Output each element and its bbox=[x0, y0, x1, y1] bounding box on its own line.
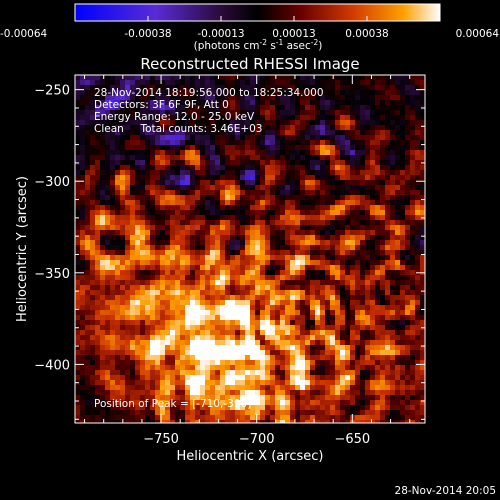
footer-timestamp: 28-Nov-2014 20:05 bbox=[395, 485, 496, 497]
colorbar-tick-label: 0.00013 bbox=[272, 28, 315, 40]
colorbar-tick-label: -0.00064 bbox=[0, 28, 48, 40]
x-axis-tick-labels: −750 −700 −650 bbox=[143, 432, 370, 447]
colorbar-tick-label: 0.00038 bbox=[345, 28, 388, 40]
heatmap-image bbox=[75, 75, 425, 423]
y-axis-label: Heliocentric Y (arcsec) bbox=[15, 176, 30, 322]
info-text-block: 28-Nov-2014 18:19:56.000 to 18:25:34.000… bbox=[94, 87, 324, 135]
y-tick-label: −400 bbox=[34, 358, 70, 373]
colorbar bbox=[75, 4, 440, 21]
plot-frame bbox=[74, 74, 426, 424]
x-tick-label: −650 bbox=[334, 432, 370, 447]
colorbar-tick-labels: -0.00064 -0.00038 -0.00013 0.00013 0.00038 0.… bbox=[0, 28, 499, 40]
colorbar-tick-label: -0.00013 bbox=[197, 28, 244, 40]
y-axis-tick-labels: −250 −300 −350 −400 bbox=[34, 84, 70, 374]
colorbar-ticks bbox=[74, 16, 441, 21]
x-tick-label: −700 bbox=[239, 432, 275, 447]
chart-title: Reconstructed RHESSI Image bbox=[140, 55, 359, 73]
colorbar-tick-label: 0.00064 bbox=[456, 28, 500, 40]
colorbar-tick-label: -0.00038 bbox=[124, 28, 171, 40]
colorbar-unit-label: (photons cm-2 s-1 asec-2) bbox=[194, 38, 323, 52]
y-tick-label: −300 bbox=[34, 175, 70, 190]
x-axis-ticks bbox=[84, 75, 411, 423]
info-time-range: 28-Nov-2014 18:19:56.000 to 18:25:34.000 bbox=[94, 87, 324, 99]
info-clean-counts: Clean Total counts: 3.46E+03 bbox=[94, 123, 263, 135]
x-axis-label: Heliocentric X (arcsec) bbox=[177, 449, 324, 464]
y-axis-ticks bbox=[75, 89, 425, 420]
peak-position-label: Position of Peak = [-710,-390] bbox=[94, 398, 251, 410]
colorbar-frame bbox=[74, 3, 441, 22]
x-tick-label: −750 bbox=[143, 432, 179, 447]
y-tick-label: −350 bbox=[34, 267, 70, 282]
y-tick-label: −250 bbox=[34, 84, 70, 99]
info-detectors: Detectors: 3F 6F 9F, Att 0 bbox=[94, 99, 229, 111]
info-energy-range: Energy Range: 12.0 - 25.0 keV bbox=[94, 111, 255, 123]
